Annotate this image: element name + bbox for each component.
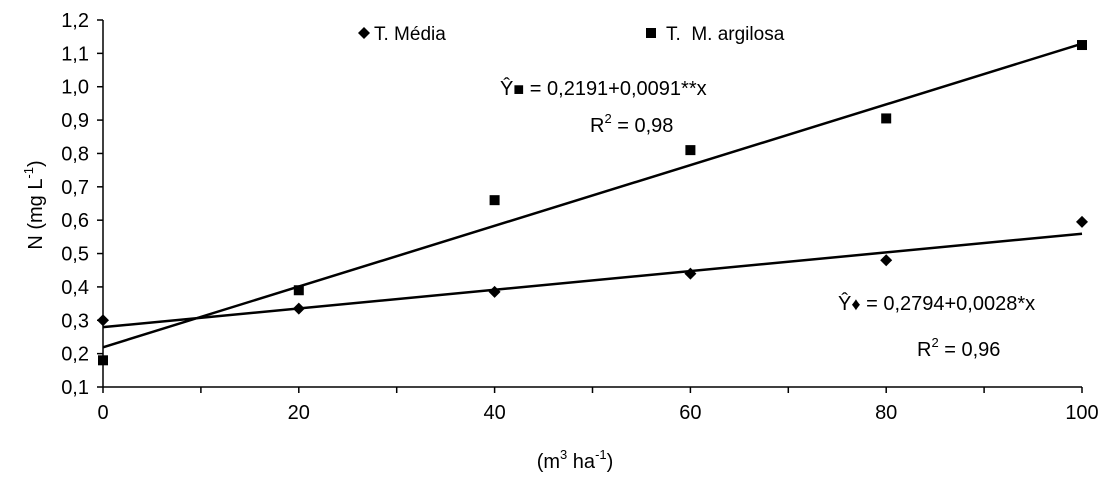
data-points bbox=[97, 40, 1088, 366]
y-tick-label: 0,1 bbox=[61, 377, 89, 399]
data-point-diamond bbox=[488, 285, 501, 298]
x-axis-label: (m3 ha-1) bbox=[537, 447, 614, 473]
legend-marker-square bbox=[646, 28, 656, 38]
annotation-argilosa: Ŷ■ = 0,2191+0,0091**x R2 = 0,98 bbox=[500, 77, 707, 137]
y-tick-label: 0,5 bbox=[61, 244, 89, 266]
legend-marker-diamond bbox=[358, 27, 370, 39]
y-tick-label: 1,2 bbox=[61, 10, 89, 32]
data-point-diamond bbox=[880, 254, 893, 267]
legend-label-t-m-argilosa: T. M. argilosa bbox=[666, 24, 785, 45]
data-point-diamond bbox=[97, 314, 109, 327]
y-tick-label: 0,2 bbox=[61, 344, 89, 366]
data-point-square bbox=[881, 113, 892, 124]
data-point-diamond bbox=[292, 302, 305, 315]
x-tick-label: 40 bbox=[483, 402, 505, 424]
legend-label-t-media: T. Média bbox=[374, 24, 446, 45]
trend-lines bbox=[102, 42, 1083, 349]
y-tick-label: 1,1 bbox=[61, 43, 89, 65]
x-tick-labels: 0 20 40 60 80 100 bbox=[97, 402, 1098, 424]
equation-argilosa: Ŷ■ = 0,2191+0,0091**x bbox=[500, 77, 707, 100]
y-tick-labels: 0,1 0,2 0,3 0,4 0,5 0,6 0,7 0,8 0,9 1,0 1,1 1,2 bbox=[61, 10, 89, 399]
annotation-media: Ŷ♦ = 0,2794+0,0028*x R2 = 0,96 bbox=[838, 292, 1035, 361]
x-tick-label: 20 bbox=[288, 402, 310, 424]
data-point-square bbox=[685, 145, 696, 156]
data-point-square bbox=[489, 195, 500, 206]
trend-line-argilosa bbox=[102, 42, 1083, 349]
y-tick-label: 0,6 bbox=[61, 210, 89, 232]
data-point-square bbox=[1077, 40, 1087, 51]
y-tick-label: 0,7 bbox=[61, 177, 89, 199]
r2-argilosa: R2 = 0,98 bbox=[590, 111, 673, 137]
y-tick-label: 0,9 bbox=[61, 110, 89, 132]
x-tick-label: 100 bbox=[1065, 402, 1098, 424]
trend-line-media bbox=[102, 232, 1083, 329]
x-tick-label: 80 bbox=[875, 402, 897, 424]
y-tick-label: 1,0 bbox=[61, 77, 89, 99]
data-point-square bbox=[98, 355, 108, 366]
y-tick-label: 0,8 bbox=[61, 143, 89, 165]
y-tick-label: 0,3 bbox=[61, 310, 89, 332]
x-tick-label: 0 bbox=[97, 402, 108, 424]
legend: T. Média T. M. argilosa bbox=[358, 24, 785, 45]
data-point-diamond bbox=[684, 267, 697, 280]
data-point-diamond bbox=[1076, 215, 1088, 228]
equation-media: Ŷ♦ = 0,2794+0,0028*x bbox=[838, 292, 1035, 315]
x-tick-label: 60 bbox=[679, 402, 701, 424]
r2-media: R2 = 0,96 bbox=[917, 335, 1000, 361]
data-point-square bbox=[293, 285, 304, 296]
y-tick-label: 0,4 bbox=[61, 277, 89, 299]
y-axis-label: N (mg L-1) bbox=[21, 160, 47, 249]
